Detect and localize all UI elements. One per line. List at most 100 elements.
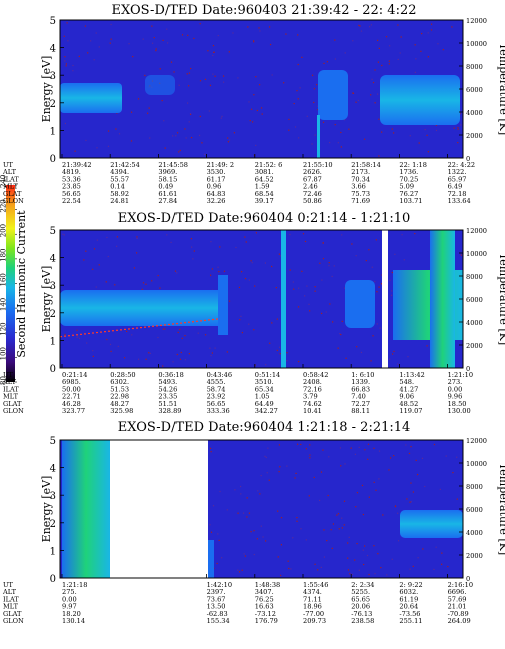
orbit-row-label: MLT (3, 183, 19, 191)
orbit-cell: 39.17 (255, 197, 274, 205)
orbit-cell: 4555. (207, 378, 226, 386)
colorbar-tick-label: 220 (0, 199, 8, 212)
orbit-cell: 238.58 (351, 617, 374, 625)
noise-speckle (148, 352, 150, 354)
noise-speckle (296, 443, 299, 445)
noise-speckle (401, 234, 403, 236)
noise-speckle (295, 472, 297, 474)
noise-speckle (191, 246, 193, 248)
noise-speckle (283, 82, 285, 84)
noise-speckle (256, 538, 258, 540)
noise-speckle (296, 520, 298, 522)
noise-speckle (374, 102, 376, 104)
noise-speckle (188, 353, 190, 355)
noise-speckle (358, 569, 360, 571)
noise-speckle (159, 68, 161, 70)
y2-tick-label: 4000 (466, 319, 483, 327)
orbit-cell: 65.65 (351, 595, 370, 603)
noise-speckle (380, 567, 382, 569)
noise-speckle (164, 147, 166, 149)
noise-speckle (408, 452, 411, 455)
noise-speckle (192, 258, 194, 260)
noise-speckle (221, 115, 223, 117)
orbit-cell: 10.41 (303, 407, 322, 415)
noise-speckle (298, 360, 300, 363)
noise-speckle (375, 239, 377, 241)
noise-speckle (288, 129, 290, 131)
noise-speckle (181, 34, 184, 36)
y-tick-label: 1 (50, 336, 56, 347)
noise-speckle (64, 56, 66, 58)
noise-speckle (174, 270, 177, 272)
orbit-row-label: GLAT (3, 190, 22, 198)
noise-speckle (452, 472, 454, 474)
noise-speckle (247, 26, 249, 28)
noise-speckle (212, 73, 214, 75)
noise-speckle (259, 493, 261, 495)
orbit-cell: 0:21:14 (62, 371, 87, 379)
noise-speckle (334, 124, 336, 126)
noise-speckle (319, 499, 321, 502)
noise-speckle (441, 552, 443, 554)
noise-speckle (333, 265, 335, 267)
orbit-cell: 61.61 (158, 190, 177, 198)
noise-speckle (337, 142, 339, 144)
noise-speckle (232, 32, 234, 34)
noise-speckle (116, 245, 118, 247)
noise-speckle (349, 573, 351, 575)
noise-speckle (311, 143, 313, 145)
noise-speckle (157, 336, 159, 339)
orbit-cell: 22.54 (62, 197, 81, 205)
noise-speckle (314, 290, 316, 292)
temperature-trace (112, 330, 114, 332)
y-tick-label: 4 (50, 464, 56, 475)
temperature-trace (184, 322, 186, 324)
noise-speckle (388, 63, 390, 65)
noise-speckle (289, 269, 291, 271)
noise-speckle (86, 342, 88, 344)
noise-speckle (347, 557, 349, 559)
panel-3: EXOS-D/TED Date:960404 1:21:18 - 2:21:14… (2, 420, 505, 625)
orbit-cell: 72.27 (351, 400, 370, 408)
temperature-trace (132, 327, 134, 330)
noise-speckle (214, 347, 216, 349)
noise-speckle (309, 310, 311, 312)
noise-speckle (306, 285, 308, 287)
noise-speckle (328, 265, 330, 267)
orbit-cell: 0:28:50 (110, 371, 135, 379)
noise-speckle (117, 345, 119, 348)
orbit-cell: 48.52 (399, 400, 418, 408)
noise-speckle (64, 333, 66, 336)
noise-speckle (253, 41, 255, 43)
temperature-trace (204, 319, 206, 321)
orbit-cell: 0.96 (207, 183, 222, 191)
noise-speckle (355, 255, 357, 257)
noise-speckle (227, 141, 230, 143)
orbit-cell: 16.63 (255, 603, 274, 611)
noise-speckle (172, 135, 174, 137)
panel-3-spectrogram (62, 440, 463, 578)
noise-speckle (445, 455, 447, 457)
noise-speckle (211, 352, 213, 354)
noise-speckle (426, 345, 428, 347)
noise-speckle (368, 249, 370, 251)
noise-speckle (107, 130, 110, 132)
orbit-cell: 24.81 (110, 197, 129, 205)
noise-speckle (313, 88, 316, 90)
temperature-trace (188, 321, 190, 323)
noise-speckle (241, 331, 243, 334)
orbit-cell: 3510. (255, 378, 274, 386)
ion-band (218, 275, 228, 335)
noise-speckle (379, 327, 381, 329)
noise-speckle (209, 84, 212, 87)
noise-speckle (374, 573, 376, 575)
orbit-cell: 325.98 (110, 407, 133, 415)
temperature-trace (212, 318, 214, 321)
noise-speckle (135, 252, 138, 254)
noise-speckle (244, 277, 247, 280)
noise-speckle (354, 559, 356, 561)
noise-speckle (271, 74, 273, 76)
noise-speckle (238, 571, 241, 573)
noise-speckle (276, 318, 278, 320)
noise-speckle (370, 94, 372, 96)
